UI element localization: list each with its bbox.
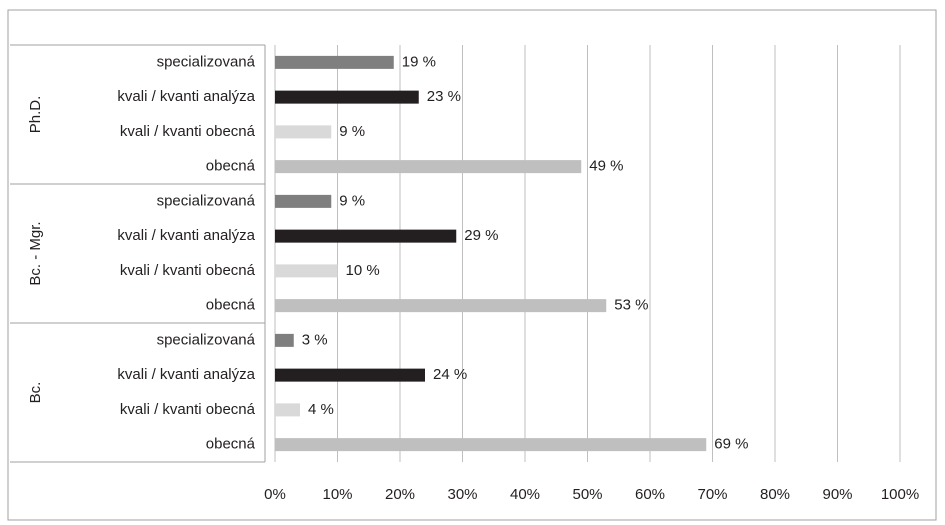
x-tick-label: 70% xyxy=(697,486,727,503)
data-label: 49 % xyxy=(589,158,623,175)
bar xyxy=(275,438,707,452)
x-tick-label: 0% xyxy=(264,486,286,503)
x-tick-label: 30% xyxy=(447,486,477,503)
bar xyxy=(275,160,582,174)
x-tick-label: 50% xyxy=(572,486,602,503)
group-label: Ph.D. xyxy=(27,96,44,134)
y-tick-label: specializovaná xyxy=(157,331,256,348)
x-tick-label: 100% xyxy=(881,486,919,503)
group-label: Bc. - Mgr. xyxy=(27,221,44,285)
y-tick-label: kvali / kvanti analýza xyxy=(117,366,255,383)
bar xyxy=(275,125,332,139)
y-tick-label: obecná xyxy=(206,297,256,314)
data-label: 9 % xyxy=(339,123,365,140)
x-tick-label: 60% xyxy=(635,486,665,503)
chart-border xyxy=(7,9,937,521)
data-label: 3 % xyxy=(302,331,328,348)
y-tick-label: kvali / kvanti analýza xyxy=(117,227,255,244)
bar xyxy=(275,194,332,208)
bar xyxy=(275,299,607,313)
bar xyxy=(275,55,394,69)
data-label: 4 % xyxy=(308,401,334,418)
x-tick-label: 90% xyxy=(822,486,852,503)
y-tick-label: specializovaná xyxy=(157,192,256,209)
data-label: 23 % xyxy=(427,88,461,105)
bar xyxy=(275,403,300,417)
x-tick-label: 80% xyxy=(760,486,790,503)
bar xyxy=(275,90,419,104)
y-tick-label: obecná xyxy=(206,158,256,175)
x-tick-label: 20% xyxy=(385,486,415,503)
bar xyxy=(275,368,425,382)
data-label: 19 % xyxy=(402,53,436,70)
y-tick-label: kvali / kvanti obecná xyxy=(120,262,256,279)
y-tick-label: kvali / kvanti analýza xyxy=(117,88,255,105)
y-tick-label: kvali / kvanti obecná xyxy=(120,123,256,140)
bar xyxy=(275,264,338,278)
x-tick-label: 10% xyxy=(322,486,352,503)
y-tick-label: specializovaná xyxy=(157,53,256,70)
data-label: 9 % xyxy=(339,192,365,209)
group-label: Bc. xyxy=(27,382,44,404)
data-label: 10 % xyxy=(346,262,380,279)
data-label: 53 % xyxy=(614,297,648,314)
bar xyxy=(275,333,294,347)
x-tick-label: 40% xyxy=(510,486,540,503)
data-label: 69 % xyxy=(714,436,748,453)
bar xyxy=(275,229,457,243)
y-tick-label: obecná xyxy=(206,436,256,453)
data-label: 29 % xyxy=(464,227,498,244)
data-label: 24 % xyxy=(433,366,467,383)
y-tick-label: kvali / kvanti obecná xyxy=(120,401,256,418)
